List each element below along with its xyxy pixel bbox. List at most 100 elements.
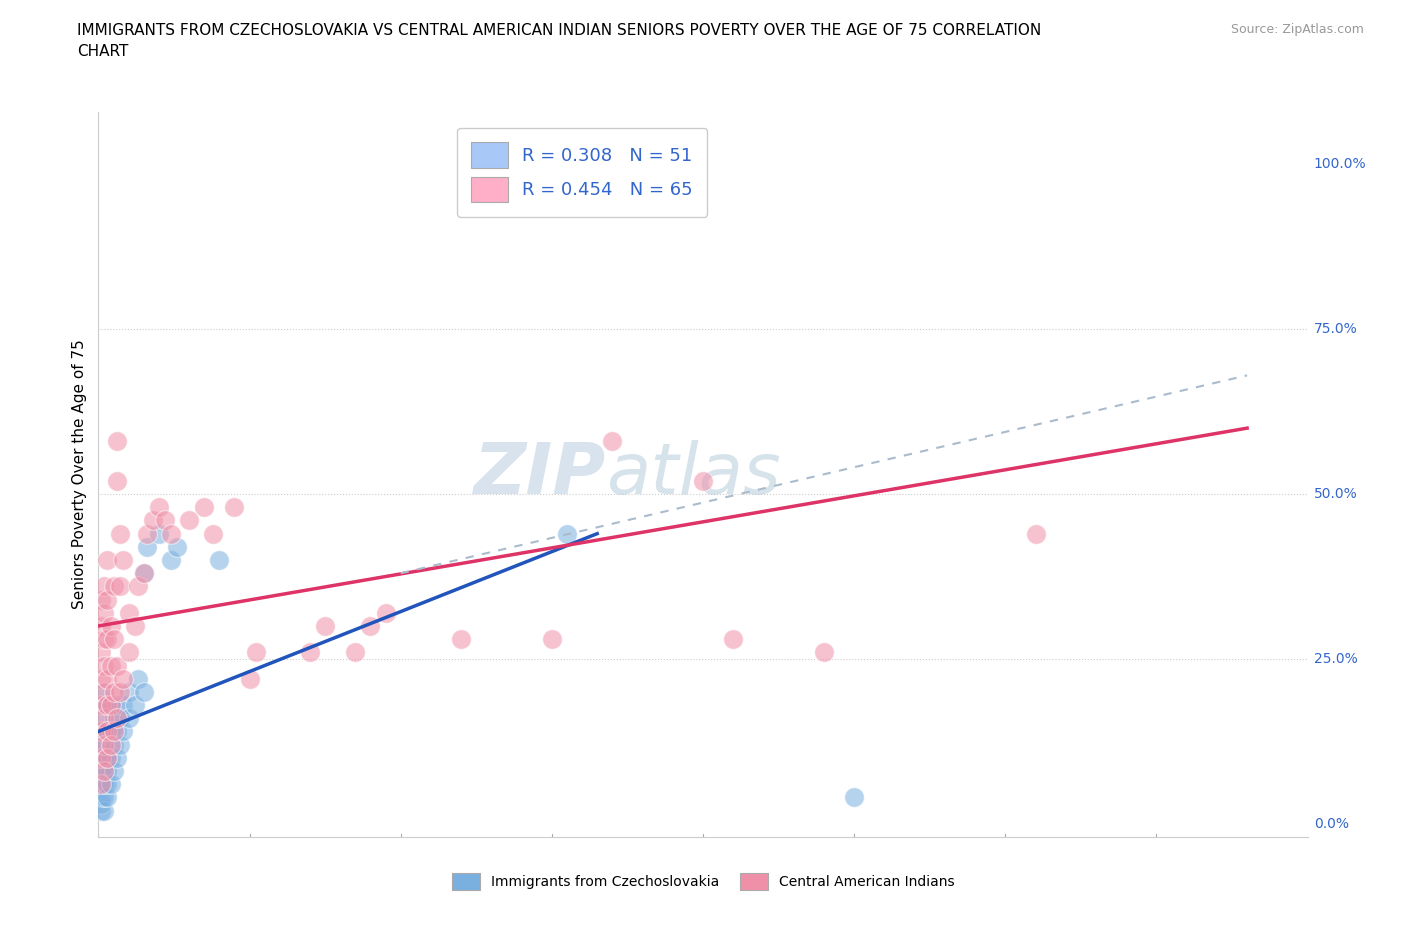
Point (103, 631, 125, 646)
Point (93, 631, 115, 646)
Point (103, 737, 125, 752)
Point (96, 790, 118, 804)
Point (93, 579, 115, 594)
Point (118, 684, 141, 699)
Point (103, 764, 125, 778)
Point (124, 698, 146, 712)
Point (132, 565, 155, 580)
Point (103, 684, 125, 699)
Point (124, 618, 146, 633)
Point (90, 751, 112, 765)
Point (132, 684, 155, 699)
Point (100, 777, 122, 791)
Point (105, 434, 128, 449)
Y-axis label: Seniors Poverty Over the Age of 75: Seniors Poverty Over the Age of 75 (72, 339, 87, 609)
Point (135, 526, 157, 541)
Point (96, 698, 118, 712)
Point (103, 724, 125, 739)
Point (299, 644, 322, 659)
Point (96, 592, 118, 607)
Point (160, 552, 183, 567)
Point (100, 698, 122, 712)
Point (96, 764, 118, 778)
Point (96, 671, 118, 686)
Point (108, 579, 131, 594)
Point (105, 711, 128, 725)
Point (90, 592, 112, 607)
Point (96, 698, 118, 712)
Point (93, 658, 115, 673)
Point (90, 804, 112, 818)
Point (93, 724, 115, 739)
Point (450, 631, 472, 646)
Point (90, 790, 112, 804)
Point (93, 737, 115, 752)
Point (202, 526, 225, 541)
Point (96, 552, 118, 567)
Text: ZIP: ZIP (474, 440, 606, 509)
Point (100, 698, 122, 712)
Point (344, 644, 367, 659)
Point (100, 658, 122, 673)
Point (540, 631, 562, 646)
Point (90, 764, 112, 778)
Point (96, 724, 118, 739)
Point (245, 644, 267, 659)
Point (90, 737, 112, 752)
Point (93, 737, 115, 752)
Point (105, 658, 128, 673)
Point (93, 764, 115, 778)
Text: 25.0%: 25.0% (1313, 652, 1357, 666)
Point (93, 605, 115, 620)
Point (111, 724, 134, 739)
Point (93, 684, 115, 699)
Text: 100.0%: 100.0% (1313, 157, 1367, 171)
Point (96, 751, 118, 765)
Point (111, 698, 134, 712)
Point (90, 698, 112, 712)
Point (692, 473, 714, 488)
Point (96, 777, 118, 791)
Point (1024, 526, 1046, 541)
Legend: Immigrants from Czechoslovakia, Central American Indians: Immigrants from Czechoslovakia, Central … (446, 867, 960, 896)
Point (90, 671, 112, 686)
Point (105, 751, 128, 765)
Point (105, 473, 128, 488)
Legend: R = 0.308   N = 51, R = 0.454   N = 65: R = 0.308 N = 51, R = 0.454 N = 65 (457, 128, 707, 217)
Point (90, 751, 112, 765)
Point (118, 644, 141, 659)
Point (103, 711, 125, 725)
Point (96, 724, 118, 739)
Point (224, 499, 246, 514)
Point (93, 711, 115, 725)
Point (108, 737, 131, 752)
Point (90, 618, 112, 633)
Point (100, 737, 122, 752)
Point (105, 724, 128, 739)
Point (100, 618, 122, 633)
Point (148, 526, 170, 541)
Point (96, 631, 118, 646)
Point (118, 711, 141, 725)
Point (208, 552, 231, 567)
Point (148, 499, 170, 514)
Point (90, 797, 112, 812)
Point (179, 513, 201, 528)
Point (93, 711, 115, 725)
Point (127, 579, 149, 594)
Point (723, 631, 745, 646)
Point (93, 764, 115, 778)
Point (844, 790, 866, 804)
Point (135, 539, 157, 554)
Point (108, 711, 131, 725)
Point (108, 684, 131, 699)
Point (93, 684, 115, 699)
Point (166, 539, 188, 554)
Point (90, 644, 112, 659)
Point (132, 565, 155, 580)
Point (813, 644, 835, 659)
Point (111, 671, 134, 686)
Point (602, 434, 624, 449)
Point (108, 526, 131, 541)
Text: 0.0%: 0.0% (1313, 817, 1348, 830)
